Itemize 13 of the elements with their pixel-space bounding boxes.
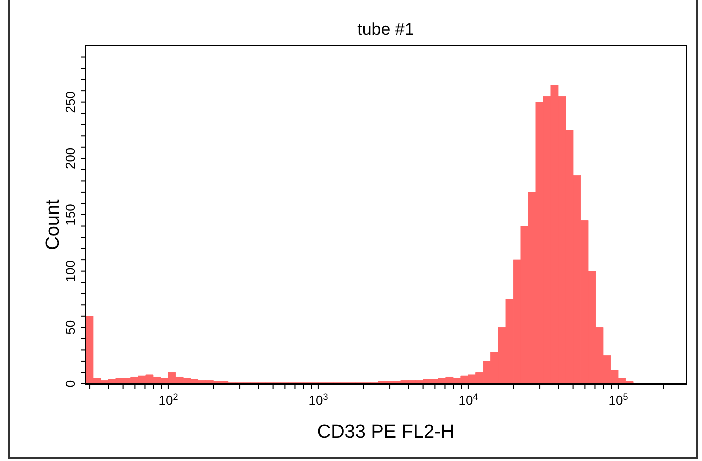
x-axis-title: CD33 PE FL2-H — [316, 422, 456, 444]
y-tick-label: 250 — [63, 91, 78, 114]
chart-title: tube #1 — [356, 20, 416, 40]
y-tick-label: 0 — [63, 380, 78, 388]
x-tick-label: 10$^{3}$ — [308, 392, 328, 408]
y-tick-label: 200 — [63, 148, 78, 170]
y-tick-label: 100 — [63, 260, 78, 282]
x-tick-label: 10$^{4}$ — [458, 392, 478, 408]
y-tick-label: 150 — [63, 204, 78, 226]
y-axis-title: Count — [43, 198, 64, 252]
x-tick-label: 10$^{2}$ — [158, 392, 178, 408]
x-tick-label: 10$^{5}$ — [608, 392, 628, 408]
y-tick-label: 50 — [63, 320, 78, 335]
